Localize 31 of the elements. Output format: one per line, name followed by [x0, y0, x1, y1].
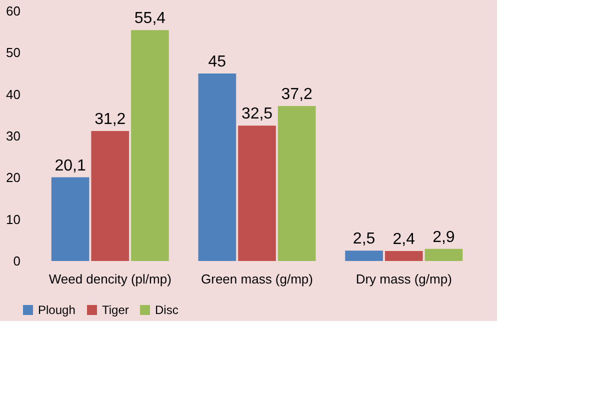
bar	[238, 126, 276, 261]
bar	[345, 250, 383, 261]
bar	[51, 177, 90, 261]
data-label: 20,1	[54, 157, 86, 174]
y-tick-label: 20	[6, 170, 20, 186]
data-label: 31,2	[94, 111, 126, 128]
data-label: 55,4	[134, 10, 166, 28]
data-label: 45	[208, 54, 226, 70]
data-label: 2,4	[392, 231, 416, 248]
data-label: 32,5	[241, 106, 273, 123]
y-tick-label: 50	[6, 45, 20, 60]
bar	[91, 131, 130, 261]
x-tick-label: Green mass (g/mp)	[201, 272, 313, 286]
data-label: 2,9	[432, 228, 455, 246]
bar	[198, 74, 236, 261]
legend-label: Disc	[155, 303, 178, 317]
data-label: 37,2	[281, 86, 312, 103]
y-tick-label: 10	[6, 212, 20, 227]
y-tick-label: 60	[6, 4, 20, 18]
bar	[384, 251, 423, 261]
bar	[278, 106, 316, 261]
x-tick-label: Weed dencity (pl/mp)	[48, 272, 172, 286]
legend-label: Tiger	[102, 303, 129, 317]
data-label: 2,5	[352, 230, 376, 248]
x-tick-label: Dry mass (g/mp)	[356, 272, 452, 286]
y-tick-label: 40	[6, 86, 20, 102]
bar	[131, 30, 169, 261]
legend-label: Plough	[38, 303, 76, 317]
bar	[424, 248, 463, 261]
y-tick-label: 30	[6, 128, 20, 144]
y-tick-label: 0	[13, 254, 20, 268]
